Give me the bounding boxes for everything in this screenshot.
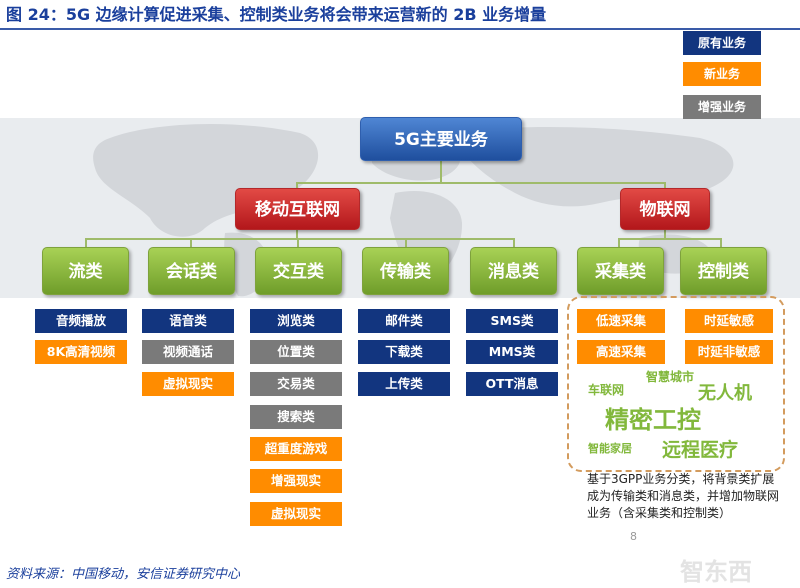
watermark-logo: 智东西 xyxy=(680,558,752,586)
iot-services-region xyxy=(567,296,785,472)
branch-mobile-internet: 移动互联网 xyxy=(235,188,360,230)
item-ott-message: OTT消息 xyxy=(466,372,558,396)
connector-to-collect xyxy=(618,238,620,247)
connector-mobile-down xyxy=(296,230,298,239)
cloud-smart-city: 智慧城市 xyxy=(646,370,695,384)
connector-root-horizontal xyxy=(296,182,666,184)
connector-to-control xyxy=(720,238,722,247)
connector-to-flow xyxy=(85,238,87,247)
cloud-smart-home: 智能家居 xyxy=(588,442,632,455)
legend-new-business: 新业务 xyxy=(683,62,761,86)
legend-enhanced-business: 增强业务 xyxy=(683,95,761,119)
category-transfer: 传输类 xyxy=(362,247,449,295)
item-ar: 增强现实 xyxy=(250,469,342,493)
item-audio-playback: 音频播放 xyxy=(35,309,127,333)
category-collect: 采集类 xyxy=(577,247,664,295)
connector-to-message xyxy=(513,238,515,247)
footnote-classification: 基于3GPP业务分类，将背景类扩展成为传输类和消息类，并增加物联网业务（含采集类… xyxy=(587,472,780,520)
item-mms: MMS类 xyxy=(466,340,558,364)
item-heavy-gaming: 超重度游戏 xyxy=(250,437,342,461)
item-8k-video: 8K高清视频 xyxy=(35,340,127,364)
item-high-speed-collect: 高速采集 xyxy=(577,340,665,364)
item-latency-sensitive: 时延敏感 xyxy=(685,309,773,333)
item-vr-interact: 虚拟现实 xyxy=(250,502,342,526)
legend-existing-business: 原有业务 xyxy=(683,31,761,55)
connector-to-session xyxy=(190,238,192,247)
category-session: 会话类 xyxy=(148,247,235,295)
item-upload: 上传类 xyxy=(358,372,450,396)
cloud-telemedicine: 远程医疗 xyxy=(662,439,739,461)
category-interact: 交互类 xyxy=(255,247,342,295)
branch-iot: 物联网 xyxy=(620,188,710,230)
item-location: 位置类 xyxy=(250,340,342,364)
category-flow: 流类 xyxy=(42,247,129,295)
item-browsing: 浏览类 xyxy=(250,309,342,333)
root-node-5g-services: 5G主要业务 xyxy=(360,117,522,161)
item-low-speed-collect: 低速采集 xyxy=(577,309,665,333)
item-sms: SMS类 xyxy=(466,309,558,333)
item-download: 下载类 xyxy=(358,340,450,364)
connector-to-mobile xyxy=(296,182,298,188)
cloud-connected-vehicles: 车联网 xyxy=(588,383,625,397)
connector-mobile-horizontal xyxy=(85,238,515,240)
item-video-call: 视频通话 xyxy=(142,340,234,364)
figure-title: 图 24：5G 边缘计算促进采集、控制类业务将会带来运营新的 2B 业务增量 xyxy=(6,5,547,24)
title-divider xyxy=(0,28,800,30)
source-citation: 资料来源：中国移动，安信证券研究中心 xyxy=(6,567,241,582)
connector-iot-horizontal xyxy=(618,238,720,240)
cloud-precision-control: 精密工控 xyxy=(605,406,701,434)
item-transaction: 交易类 xyxy=(250,372,342,396)
item-vr-session: 虚拟现实 xyxy=(142,372,234,396)
item-voice: 语音类 xyxy=(142,309,234,333)
page-number: 8 xyxy=(630,530,637,543)
item-mail: 邮件类 xyxy=(358,309,450,333)
item-search: 搜索类 xyxy=(250,405,342,429)
category-control: 控制类 xyxy=(680,247,767,295)
connector-to-iot xyxy=(664,182,666,188)
cloud-drone: 无人机 xyxy=(698,383,752,404)
connector-root-down xyxy=(440,161,442,183)
connector-iot-down xyxy=(664,230,666,239)
item-latency-insensitive: 时延非敏感 xyxy=(685,340,773,364)
connector-to-interact xyxy=(297,238,299,247)
category-message: 消息类 xyxy=(470,247,557,295)
connector-to-transfer xyxy=(405,238,407,247)
